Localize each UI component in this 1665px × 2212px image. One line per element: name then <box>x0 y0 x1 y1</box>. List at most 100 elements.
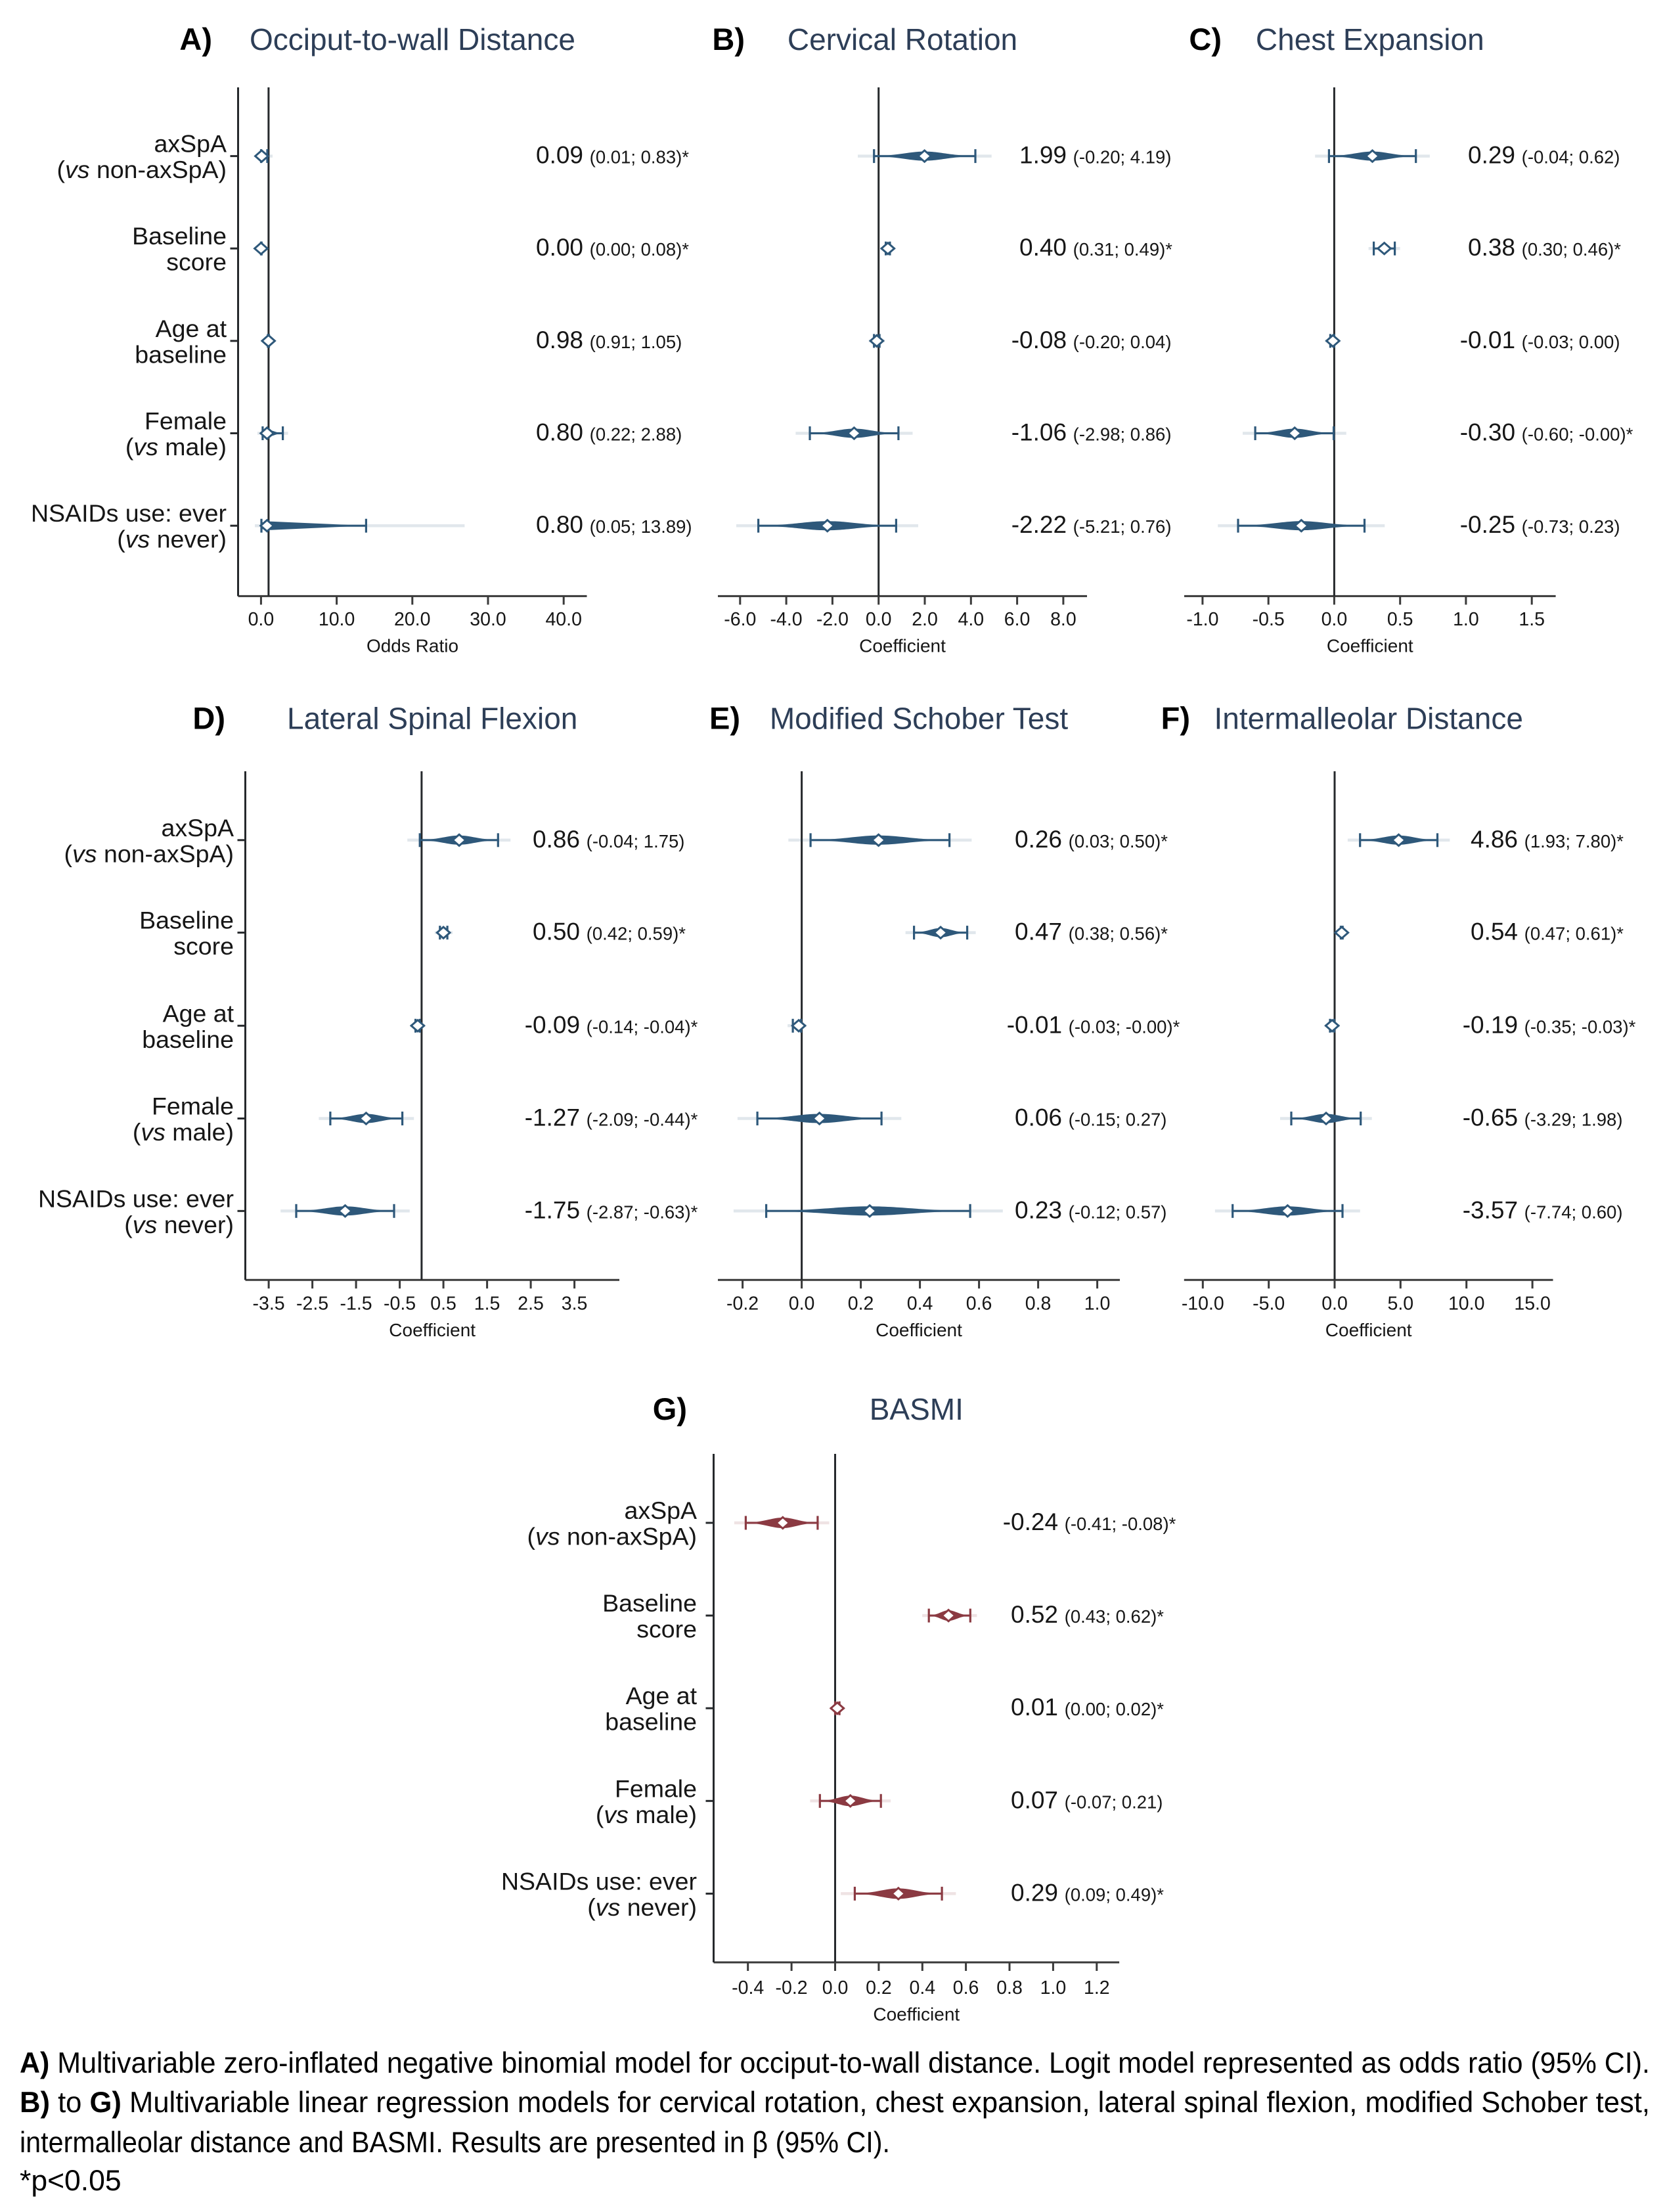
svg-text:-0.24 (-0.41; -0.08)*: -0.24 (-0.41; -0.08)* <box>1003 1508 1176 1535</box>
svg-text:-0.09 (-0.14; -0.04)*: -0.09 (-0.14; -0.04)* <box>525 1011 698 1038</box>
svg-text:1.0: 1.0 <box>1040 1977 1067 1998</box>
svg-text:10.0: 10.0 <box>1448 1294 1484 1315</box>
svg-text:0.5: 0.5 <box>1387 609 1413 630</box>
svg-text:-1.06 (-2.98; 0.86): -1.06 (-2.98; 0.86) <box>1011 419 1172 446</box>
svg-text:3.5: 3.5 <box>562 1294 588 1315</box>
svg-text:-2.5: -2.5 <box>296 1294 328 1315</box>
svg-text:axSpA: axSpA <box>625 1497 698 1524</box>
svg-text:C): C) <box>1189 22 1222 56</box>
svg-text:0.8: 0.8 <box>1025 1294 1052 1315</box>
svg-text:Coefficient: Coefficient <box>1325 1320 1412 1340</box>
svg-text:1.99 (-0.20; 4.19): 1.99 (-0.20; 4.19) <box>1019 142 1171 169</box>
svg-text:score: score <box>166 248 227 276</box>
svg-text:1.0: 1.0 <box>1084 1294 1111 1315</box>
svg-text:baseline: baseline <box>142 1026 234 1053</box>
svg-text:-5.0: -5.0 <box>1253 1294 1285 1315</box>
svg-text:0.23 (-0.12; 0.57): 0.23 (-0.12; 0.57) <box>1015 1196 1166 1223</box>
svg-text:-6.0: -6.0 <box>724 609 756 630</box>
svg-text:20.0: 20.0 <box>394 609 430 630</box>
svg-text:0.80 (0.22; 2.88): 0.80 (0.22; 2.88) <box>536 419 682 446</box>
svg-text:Lateral Spinal Flexion: Lateral Spinal Flexion <box>287 702 577 736</box>
svg-text:10.0: 10.0 <box>319 609 355 630</box>
svg-text:NSAIDs use: ever: NSAIDs use: ever <box>31 499 227 527</box>
svg-text:Odds Ratio: Odds Ratio <box>366 636 458 656</box>
svg-text:40.0: 40.0 <box>545 609 581 630</box>
svg-text:5.0: 5.0 <box>1387 1294 1413 1315</box>
svg-text:Cervical Rotation: Cervical Rotation <box>788 22 1017 56</box>
svg-text:0.09 (0.01; 0.83)*: 0.09 (0.01; 0.83)* <box>536 142 689 169</box>
svg-text:-3.5: -3.5 <box>253 1294 285 1315</box>
svg-text:-3.57 (-7.74; 0.60): -3.57 (-7.74; 0.60) <box>1463 1196 1623 1223</box>
svg-text:-0.5: -0.5 <box>384 1294 416 1315</box>
svg-text:0.52 (0.43; 0.62)*: 0.52 (0.43; 0.62)* <box>1011 1601 1164 1628</box>
svg-text:0.4: 0.4 <box>907 1294 933 1315</box>
svg-text:F): F) <box>1161 701 1190 736</box>
svg-text:0.47 (0.38; 0.56)*: 0.47 (0.38; 0.56)* <box>1015 918 1168 945</box>
svg-text:-0.01 (-0.03; 0.00): -0.01 (-0.03; 0.00) <box>1460 327 1620 353</box>
svg-text:Baseline: Baseline <box>139 907 234 934</box>
svg-text:0.0: 0.0 <box>789 1294 815 1315</box>
svg-text:0.0: 0.0 <box>1321 609 1348 630</box>
svg-text:baseline: baseline <box>135 340 227 368</box>
svg-text:Modified Schober Test: Modified Schober Test <box>770 702 1069 736</box>
svg-text:(vs never): (vs never) <box>124 1211 234 1238</box>
svg-text:Baseline: Baseline <box>602 1589 697 1617</box>
svg-text:E): E) <box>709 701 740 736</box>
svg-text:-0.08 (-0.20; 0.04): -0.08 (-0.20; 0.04) <box>1011 327 1172 353</box>
svg-text:A): A) <box>179 22 212 56</box>
svg-text:(vs never): (vs never) <box>117 526 227 553</box>
svg-text:Coefficient: Coefficient <box>873 2004 960 2025</box>
svg-text:0.06 (-0.15; 0.27): 0.06 (-0.15; 0.27) <box>1015 1104 1166 1131</box>
svg-text:G): G) <box>653 1391 687 1426</box>
svg-text:(vs non-axSpA): (vs non-axSpA) <box>527 1523 697 1550</box>
svg-text:-0.2: -0.2 <box>726 1294 759 1315</box>
svg-text:0.40 (0.31; 0.49)*: 0.40 (0.31; 0.49)* <box>1019 234 1172 261</box>
svg-text:B) to G) Multivariable linear: B) to G) Multivariable linear regression… <box>20 2087 1650 2119</box>
svg-text:0.0: 0.0 <box>822 1977 849 1998</box>
svg-text:BASMI: BASMI <box>870 1392 964 1426</box>
svg-text:score: score <box>636 1615 697 1643</box>
svg-text:D): D) <box>192 701 225 736</box>
svg-text:0.2: 0.2 <box>866 1977 892 1998</box>
svg-text:15.0: 15.0 <box>1514 1294 1550 1315</box>
svg-text:0.26 (0.03; 0.50)*: 0.26 (0.03; 0.50)* <box>1015 826 1168 853</box>
svg-text:-0.4: -0.4 <box>732 1977 764 1998</box>
svg-text:Age at: Age at <box>626 1682 698 1709</box>
svg-text:1.5: 1.5 <box>474 1294 500 1315</box>
svg-text:Age at: Age at <box>156 315 227 342</box>
svg-text:-1.27 (-2.09; -0.44)*: -1.27 (-2.09; -0.44)* <box>525 1104 698 1131</box>
svg-text:0.0: 0.0 <box>248 609 275 630</box>
svg-text:-2.0: -2.0 <box>816 609 849 630</box>
svg-text:-0.01 (-0.03; -0.00)*: -0.01 (-0.03; -0.00)* <box>1007 1011 1180 1038</box>
svg-text:score: score <box>173 932 234 960</box>
svg-text:0.98 (0.91; 1.05): 0.98 (0.91; 1.05) <box>536 327 682 353</box>
svg-text:Age at: Age at <box>163 999 234 1027</box>
svg-text:0.0: 0.0 <box>1321 1294 1348 1315</box>
svg-text:1.0: 1.0 <box>1453 609 1479 630</box>
svg-text:0.6: 0.6 <box>966 1294 992 1315</box>
svg-text:baseline: baseline <box>605 1708 697 1736</box>
svg-text:0.29 (0.09; 0.49)*: 0.29 (0.09; 0.49)* <box>1011 1879 1164 1906</box>
svg-text:-1.5: -1.5 <box>340 1294 372 1315</box>
svg-text:0.38 (0.30; 0.46)*: 0.38 (0.30; 0.46)* <box>1468 234 1621 261</box>
svg-text:NSAIDs use: ever: NSAIDs use: ever <box>501 1867 697 1895</box>
svg-text:0.2: 0.2 <box>848 1294 874 1315</box>
svg-text:(vs male): (vs male) <box>133 1118 234 1146</box>
svg-text:intermalleolar distance and BA: intermalleolar distance and BASMI. Resul… <box>20 2127 890 2159</box>
svg-text:0.01 (0.00; 0.02)*: 0.01 (0.00; 0.02)* <box>1011 1694 1164 1721</box>
svg-text:4.0: 4.0 <box>958 609 984 630</box>
svg-text:0.6: 0.6 <box>953 1977 979 1998</box>
svg-text:axSpA: axSpA <box>154 130 227 158</box>
svg-text:0.5: 0.5 <box>430 1294 456 1315</box>
svg-text:0.0: 0.0 <box>866 609 892 630</box>
svg-text:-1.75 (-2.87; -0.63)*: -1.75 (-2.87; -0.63)* <box>525 1196 698 1223</box>
svg-text:2.5: 2.5 <box>518 1294 544 1315</box>
svg-text:(vs never): (vs never) <box>587 1893 697 1921</box>
svg-text:-0.30 (-0.60; -0.00)*: -0.30 (-0.60; -0.00)* <box>1460 419 1633 446</box>
svg-text:0.07 (-0.07; 0.21): 0.07 (-0.07; 0.21) <box>1011 1786 1163 1813</box>
svg-text:(vs non-axSpA): (vs non-axSpA) <box>64 840 234 867</box>
svg-text:0.29 (-0.04; 0.62): 0.29 (-0.04; 0.62) <box>1468 142 1620 169</box>
svg-text:0.00 (0.00; 0.08)*: 0.00 (0.00; 0.08)* <box>536 234 689 261</box>
svg-text:2.0: 2.0 <box>912 609 938 630</box>
svg-text:-0.65 (-3.29; 1.98): -0.65 (-3.29; 1.98) <box>1463 1104 1623 1131</box>
